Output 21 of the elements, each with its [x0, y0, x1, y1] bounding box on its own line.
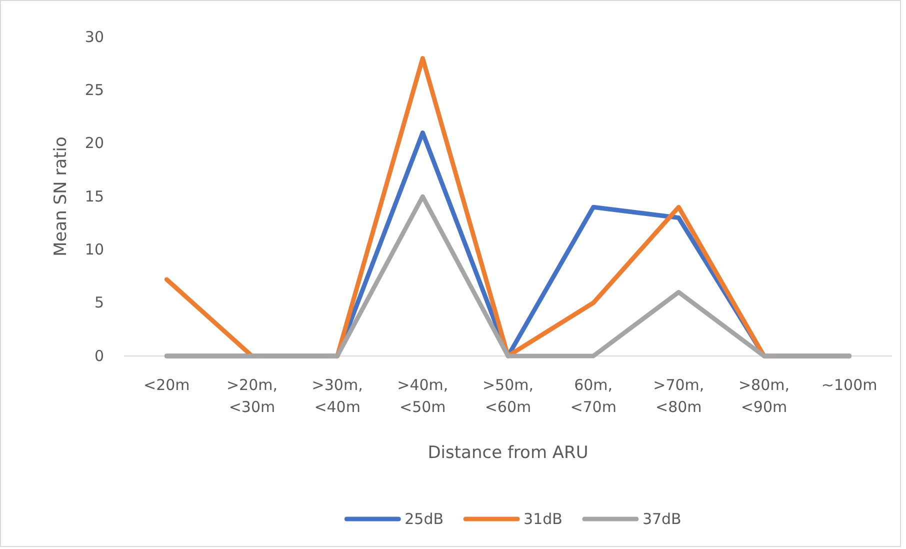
y-axis-title: Mean SN ratio — [51, 136, 71, 256]
legend-label: 25dB — [404, 510, 444, 528]
x-tick-label: >40m, <50m — [397, 376, 448, 416]
x-tick-label: >80m, <90m — [738, 376, 790, 416]
y-tick-label: 25 — [84, 80, 104, 99]
x-tick-label: 60m, <70m — [570, 376, 616, 416]
x-axis-title: Distance from ARU — [428, 443, 588, 463]
legend-label: 37dB — [642, 510, 682, 528]
legend-label: 31dB — [524, 510, 562, 528]
x-tick-label: <20m — [144, 376, 190, 394]
x-tick-label: ~100m — [821, 376, 878, 394]
x-tick-label: >30m, <40m — [312, 376, 363, 416]
x-tick-label: >20m, <30m — [226, 376, 278, 416]
y-tick-label: 20 — [84, 134, 104, 152]
x-tick-label: >70m, <80m — [653, 376, 704, 416]
y-tick-label: 0 — [94, 346, 104, 365]
x-tick-label: >50m, <60m — [482, 376, 534, 416]
y-tick-label: 10 — [84, 240, 104, 258]
y-tick-label: 5 — [94, 294, 104, 312]
y-tick-label: 15 — [84, 187, 104, 206]
y-tick-label: 30 — [84, 28, 104, 46]
